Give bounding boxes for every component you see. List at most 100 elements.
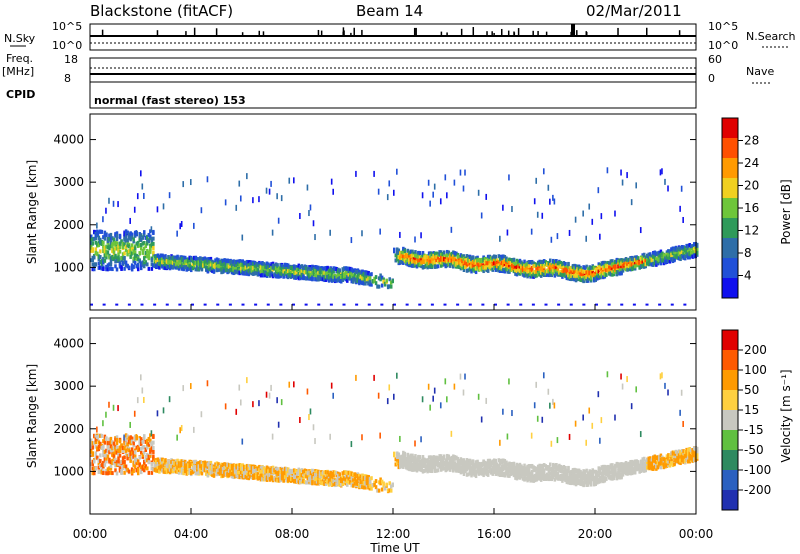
power-cell (355, 277, 358, 282)
velocity-cell (168, 396, 171, 403)
power-cell (599, 263, 602, 268)
power-cell (653, 258, 657, 263)
power-cell (542, 268, 546, 273)
power-cell (141, 248, 145, 253)
power-cell (136, 263, 140, 268)
power-cell (314, 273, 317, 278)
power-cell (486, 265, 490, 270)
power-cell (235, 259, 238, 264)
power-cell (349, 275, 352, 280)
velocity-cell (124, 451, 128, 456)
power-cell (627, 266, 631, 271)
power-cell (574, 278, 578, 283)
velocity-cell (288, 471, 291, 476)
power-cell (473, 261, 476, 266)
power-cell (429, 259, 432, 264)
velocity-cell (209, 470, 213, 475)
power-cell (106, 263, 110, 268)
power-cell (569, 303, 573, 306)
power-cell (152, 241, 155, 246)
power-cell (306, 184, 309, 191)
power-cell (374, 281, 378, 286)
power-cell (673, 250, 676, 255)
power-cell (108, 255, 111, 260)
power-cell (314, 277, 317, 282)
velocity-cell (205, 471, 208, 476)
power-cell (221, 262, 225, 267)
power-cell (105, 233, 108, 238)
power-cell (533, 198, 536, 205)
power-cell (538, 262, 541, 267)
power-cell (696, 247, 699, 252)
power-cell (477, 257, 481, 262)
power-cell (168, 192, 171, 199)
power-cell (162, 255, 166, 260)
power-cell (606, 260, 610, 265)
power-cell (249, 260, 252, 265)
power-cell (494, 261, 498, 266)
velocity-cell (215, 461, 219, 466)
power-cell (317, 275, 320, 280)
velocity-cell (150, 461, 154, 466)
velocity-cell (197, 464, 201, 469)
velocity-cell (99, 469, 102, 474)
power-cell (232, 262, 235, 267)
velocity-cell (211, 463, 214, 468)
power-cell (203, 303, 207, 306)
power-cell (153, 303, 157, 306)
power-cell (256, 272, 260, 277)
power-cell (286, 269, 290, 274)
nave-tick-low: 0 (708, 72, 715, 85)
power-cell (330, 278, 334, 283)
velocity-cell (165, 468, 169, 473)
velocity-cell (123, 441, 126, 446)
power-cell (111, 244, 114, 249)
power-cell (285, 271, 288, 276)
power-cell (305, 276, 308, 281)
power-cell (294, 268, 298, 273)
power-cell (153, 263, 157, 268)
power-cell (688, 243, 691, 248)
power-cell (541, 272, 544, 277)
power-cell (127, 265, 131, 270)
power-cell (673, 247, 676, 252)
velocity-cell (105, 411, 107, 418)
power-cell (227, 259, 231, 264)
velocity-cell (244, 464, 248, 469)
power-cell (402, 260, 405, 265)
power-cell (265, 265, 269, 270)
power-cell (517, 268, 520, 273)
power-cell (150, 266, 154, 271)
velocity-cell (171, 469, 175, 474)
power-cell (126, 263, 129, 268)
power-cell (400, 254, 404, 259)
power-cell (161, 257, 164, 262)
power-cell (421, 264, 425, 269)
power-cell (106, 237, 110, 242)
power-cell (400, 259, 404, 264)
power-cell (130, 266, 134, 271)
power-cell (576, 277, 579, 282)
power-cell (515, 272, 519, 277)
power-cell (412, 263, 416, 268)
velocity-cell (136, 446, 140, 451)
power-cell (667, 252, 670, 257)
velocity-cell (197, 470, 201, 475)
velocity-cell (97, 434, 100, 441)
power-cell (93, 236, 96, 241)
power-cell (602, 261, 605, 266)
power-cell (123, 230, 125, 237)
velocity-cell (143, 437, 146, 442)
power-cell (279, 271, 282, 276)
velocity-cell (185, 465, 188, 470)
power-cell (146, 241, 149, 246)
power-cell (536, 272, 540, 277)
power-cell (208, 267, 211, 272)
velocity-cell (176, 465, 179, 470)
power-cell (444, 264, 448, 269)
velocity-cell (282, 476, 285, 481)
power-cell (152, 236, 155, 241)
power-cell (111, 255, 114, 260)
power-cell (658, 250, 661, 255)
velocity-cell (123, 460, 126, 465)
